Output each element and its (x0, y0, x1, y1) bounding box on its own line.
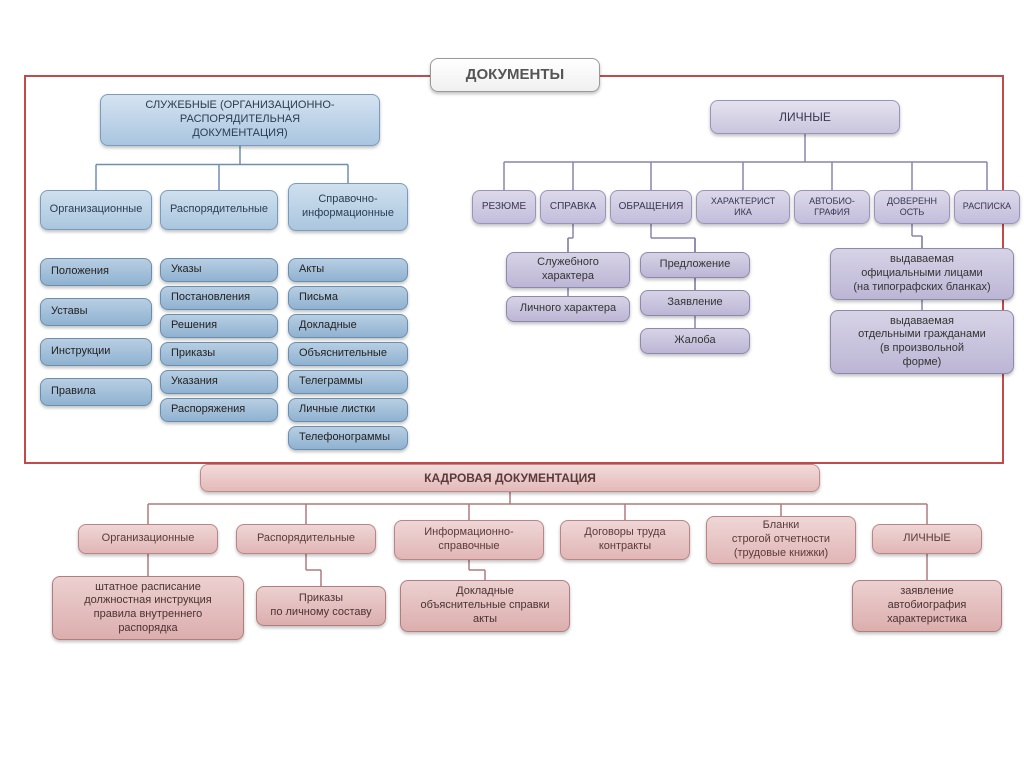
node-kli: ЛИЧНЫЕ (872, 524, 982, 554)
node-zvl: Заявление (640, 290, 750, 316)
node-dov: ДОВЕРЕНН ОСТЬ (874, 190, 950, 224)
node-rez: РЕЗЮМЕ (472, 190, 536, 224)
node-kdog: Договоры труда контракты (560, 520, 690, 560)
node-avt: АВТОБИО- ГРАФИЯ (794, 190, 870, 224)
node-kza: заявление автобиография характеристика (852, 580, 1002, 632)
node-ust: Уставы (40, 298, 152, 326)
node-obr: ОБРАЩЕНИЯ (610, 190, 692, 224)
node-obj: Объяснительные (288, 342, 408, 366)
node-krsp: Распорядительные (236, 524, 376, 554)
node-dok: Докладные (288, 314, 408, 338)
node-korg: Организационные (78, 524, 218, 554)
node-sluz: СЛУЖЕБНЫЕ (ОРГАНИЗАЦИОННО- РАСПОРЯДИТЕЛЬ… (100, 94, 380, 146)
node-pis: Письма (288, 286, 408, 310)
node-root: ДОКУМЕНТЫ (430, 58, 600, 92)
node-rasp: Распорядительные (160, 190, 278, 230)
diagram-stage: { "type": "tree", "canvas": {"w":1024,"h… (0, 0, 1024, 767)
node-kinf: Информационно- справочные (394, 520, 544, 560)
node-kdk: Докладные объяснительные справки акты (400, 580, 570, 632)
node-lil: Личные листки (288, 398, 408, 422)
node-ins: Инструкции (40, 338, 152, 366)
node-lich: ЛИЧНЫЕ (710, 100, 900, 134)
node-uka: Указы (160, 258, 278, 282)
node-akt: Акты (288, 258, 408, 282)
node-kpr: Приказы по личному составу (256, 586, 386, 626)
node-lhh: Личного характера (506, 296, 630, 322)
node-prk: Приказы (160, 342, 278, 366)
node-ukz: Указания (160, 370, 278, 394)
node-zhl: Жалоба (640, 328, 750, 354)
node-kadr: КАДРОВАЯ ДОКУМЕНТАЦИЯ (200, 464, 820, 492)
node-sprav: Справочно- информационные (288, 183, 408, 231)
node-pol: Положения (40, 258, 152, 286)
node-spr: СПРАВКА (540, 190, 606, 224)
node-pos: Постановления (160, 286, 278, 310)
node-rps: Распоряжения (160, 398, 278, 422)
node-vgr: выдаваемая отдельными гражданами (в прои… (830, 310, 1014, 374)
node-vof: выдаваемая официальными лицами (на типог… (830, 248, 1014, 300)
node-kbl: Бланки строгой отчетности (трудовые книж… (706, 516, 856, 564)
node-pra: Правила (40, 378, 152, 406)
node-ksr: штатное расписание должностная инструкци… (52, 576, 244, 640)
node-tfn: Телефонограммы (288, 426, 408, 450)
node-prd: Предложение (640, 252, 750, 278)
node-rpsk: РАСПИСКА (954, 190, 1020, 224)
node-slh: Служебного характера (506, 252, 630, 288)
node-org: Организационные (40, 190, 152, 230)
node-tel: Телеграммы (288, 370, 408, 394)
node-res: Решения (160, 314, 278, 338)
node-har: ХАРАКТЕРИСТ ИКА (696, 190, 790, 224)
